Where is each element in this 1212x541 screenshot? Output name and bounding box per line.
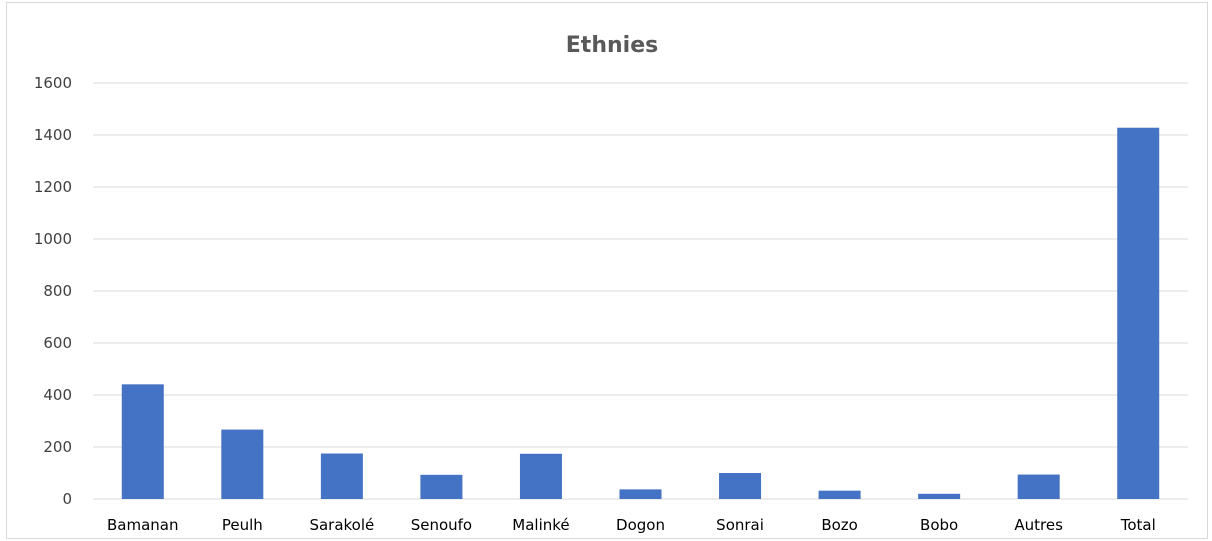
y-tick-label: 1000 (34, 230, 72, 248)
gridlines (93, 82, 1188, 500)
x-category-label: Peulh (222, 516, 263, 534)
chart-title: Ethnies (566, 33, 658, 58)
y-tick-label: 1600 (34, 74, 72, 92)
x-category-label: Bobo (920, 516, 958, 534)
y-tick-label: 1400 (34, 126, 72, 144)
y-tick-label: 800 (43, 282, 72, 300)
x-category-label: Bamanan (107, 516, 179, 534)
y-tick-label: 1200 (34, 178, 72, 196)
bar (1117, 127, 1160, 499)
bar (420, 474, 463, 499)
y-tick-label: 200 (43, 438, 72, 456)
bar (719, 473, 762, 499)
x-category-label: Dogon (616, 516, 665, 534)
bar (1017, 474, 1060, 499)
bar (519, 453, 562, 499)
x-category-label: Bozo (821, 516, 858, 534)
y-tick-label: 600 (43, 334, 72, 352)
y-axis-tick-labels: 0 200 400 600 800 1000 1200 1400 1600 (34, 74, 72, 508)
bar (221, 429, 264, 499)
x-category-label: Autres (1014, 516, 1063, 534)
y-tick-label: 400 (43, 386, 72, 404)
bar (619, 489, 662, 499)
x-axis-category-labels: Bamanan Peulh Sarakolé Senoufo Malinké Dogon S… (107, 516, 1156, 534)
bar (818, 490, 861, 499)
x-category-label: Sonrai (716, 516, 764, 534)
y-tick-label: 0 (62, 490, 72, 508)
bar (918, 493, 961, 499)
x-category-label: Senoufo (411, 516, 472, 534)
chart-frame (6, 2, 1208, 539)
bar (121, 384, 164, 499)
bar (320, 453, 363, 499)
x-category-label: Total (1120, 516, 1156, 534)
x-category-label: Malinké (512, 516, 569, 534)
bars (121, 127, 1160, 499)
x-category-label: Sarakolé (309, 516, 374, 534)
